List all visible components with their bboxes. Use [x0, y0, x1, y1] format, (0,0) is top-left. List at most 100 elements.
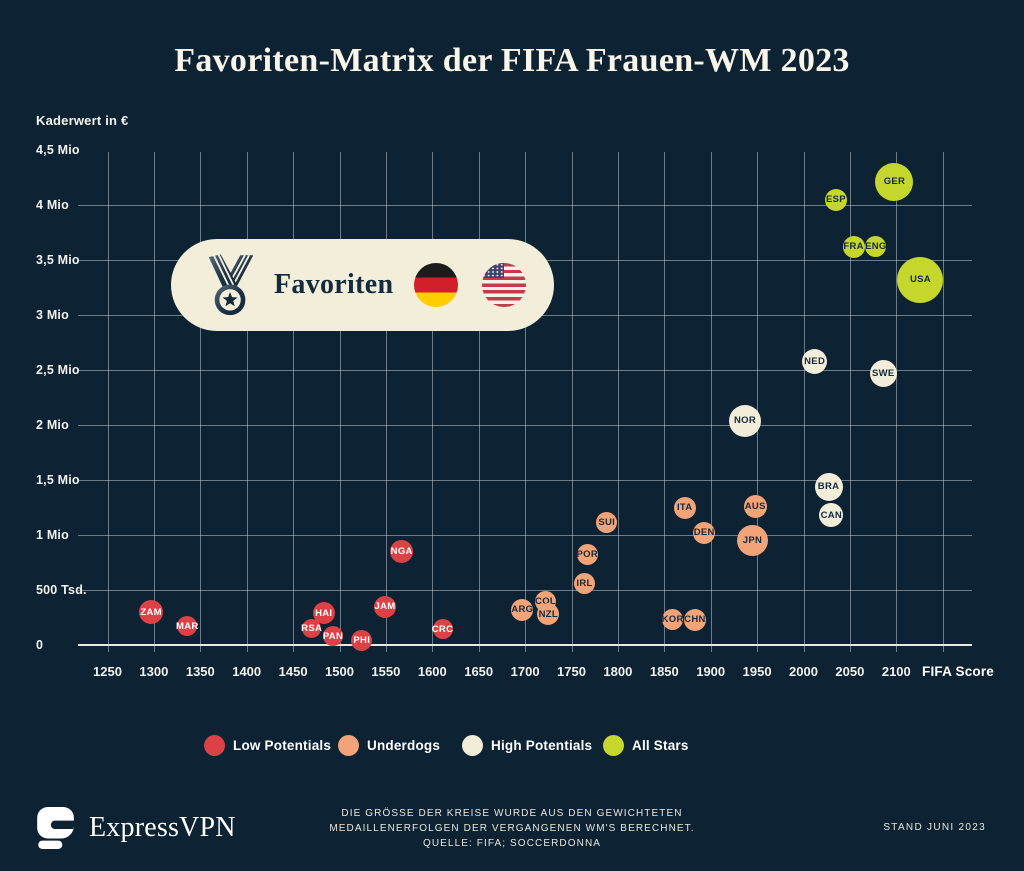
- bubble-rsa: RSA: [301, 619, 322, 638]
- bubble-hai: HAI: [312, 602, 335, 625]
- bubble-label: HAI: [315, 607, 333, 619]
- footer-note-line: QUELLE: FIFA; SOCCERDONNA: [422, 838, 602, 849]
- bubble-pan: PAN: [323, 626, 343, 647]
- x-tick-label: 1250: [93, 664, 122, 679]
- bubble-label: FRA: [843, 241, 864, 253]
- gridline-vertical: [107, 152, 109, 652]
- bubble-nga: NGA: [390, 540, 414, 563]
- legend-item-all-stars: All Stars: [603, 732, 689, 758]
- gridline-vertical: [571, 152, 573, 652]
- legend-label: Low Potentials: [233, 737, 332, 753]
- gridline-vertical: [803, 152, 805, 652]
- bubble-chn: CHN: [683, 608, 706, 631]
- y-tick-label: 3 Mio: [36, 308, 69, 322]
- germany-flag-icon: [414, 263, 458, 307]
- x-tick-label: 1400: [232, 664, 262, 679]
- bubble-eng: ENG: [865, 236, 887, 258]
- y-tick-label: 2 Mio: [36, 418, 69, 432]
- expressvpn-icon: [37, 807, 74, 849]
- page-title: Favoriten-Matrix der FIFA Frauen-WM 2023: [174, 42, 850, 79]
- legend-item-underdogs: Underdogs: [338, 732, 440, 758]
- gridline-vertical: [200, 152, 202, 652]
- x-axis-title: FIFA Score: [922, 664, 995, 679]
- bubble-label: CHN: [684, 614, 706, 626]
- bubble-swe: SWE: [869, 359, 897, 387]
- x-tick-label: 1800: [603, 664, 633, 679]
- gridline-vertical: [293, 152, 295, 652]
- medal-icon: [208, 253, 254, 316]
- gridline-vertical: [896, 152, 898, 652]
- bubble-irl: IRL: [573, 572, 595, 594]
- favoriten-label: Favoriten: [274, 269, 394, 300]
- gridline-horizontal: [78, 425, 972, 426]
- footer-note-line: DIE GRÖSSE DER KREISE WURDE AUS DEN GEWI…: [341, 808, 683, 819]
- x-tick-label: 1900: [696, 664, 726, 679]
- gridline-vertical: [339, 152, 341, 652]
- bubble-jpn: JPN: [736, 525, 768, 556]
- footer-note-line: MEDAILLENERFOLGEN DER VERGANGENEN WM'S B…: [329, 823, 695, 834]
- x-tick-label: 1850: [649, 664, 679, 679]
- x-tick-label: 2050: [835, 664, 865, 679]
- bubble-label: COL: [535, 595, 556, 607]
- bubble-label: NED: [804, 355, 826, 367]
- bubble-label: SUI: [598, 517, 616, 529]
- bubble-nzl: NZL: [537, 603, 560, 626]
- gridline-vertical: [664, 152, 666, 652]
- legend-dot: [338, 734, 359, 756]
- bubble-label: IRL: [576, 577, 593, 589]
- x-tick-label: 1500: [325, 664, 354, 679]
- bubble-label: PHI: [353, 635, 371, 647]
- gridline-vertical: [757, 152, 759, 652]
- gridline-horizontal: [78, 535, 972, 536]
- legend-dot: [462, 734, 483, 756]
- bubble-fra: FRA: [842, 235, 865, 258]
- legend-label: Underdogs: [367, 737, 441, 753]
- x-tick-label: 1550: [371, 664, 401, 679]
- y-tick-label: 4,5 Mio: [36, 143, 80, 157]
- bubble-can: CAN: [819, 503, 844, 528]
- gridline-vertical: [385, 152, 387, 652]
- brand-logo: ExpressVPN: [34, 806, 236, 850]
- gridline-vertical: [153, 152, 155, 652]
- brand-name: ExpressVPN: [89, 812, 236, 843]
- x-tick-label: 1950: [742, 664, 772, 679]
- x-tick-label: 1300: [139, 664, 169, 679]
- usa-flag-canton: [482, 263, 504, 278]
- bubble-label: BRA: [817, 481, 840, 493]
- bubble-label: JPN: [742, 535, 763, 546]
- bubble-label: DEN: [693, 527, 715, 539]
- x-tick-label: 1600: [417, 664, 447, 679]
- favoriten-callout: Favoriten: [171, 239, 554, 331]
- x-tick-label: 2000: [789, 664, 818, 679]
- x-tick-label: 1750: [557, 664, 586, 679]
- gridline-vertical: [942, 152, 944, 652]
- bubble-label: NZL: [538, 608, 558, 620]
- favoriten-flags: [414, 263, 526, 307]
- y-axis-title: Kaderwert in €: [36, 113, 129, 128]
- bubble-label: GER: [883, 176, 906, 188]
- bubble-phi: PHI: [351, 630, 373, 652]
- bubble-label: SWE: [872, 367, 895, 379]
- bubble-label: CAN: [820, 509, 843, 521]
- bubble-ger: GER: [875, 162, 914, 201]
- bubble-jam: JAM: [373, 595, 396, 618]
- gridline-vertical: [617, 152, 619, 652]
- bubble-zam: ZAM: [139, 600, 164, 624]
- bubble-nor: NOR: [729, 404, 762, 437]
- gridline-horizontal: [78, 370, 972, 371]
- legend-label: All Stars: [632, 737, 689, 753]
- x-tick-label: 1650: [464, 664, 494, 679]
- bubble-label: ITA: [676, 502, 693, 513]
- bubble-ita: ITA: [673, 496, 696, 519]
- bubble-aus: AUS: [743, 494, 767, 518]
- y-tick-label: 2,5 Mio: [36, 363, 80, 377]
- legend-dot: [603, 734, 624, 756]
- bubble-mar: MAR: [176, 616, 198, 637]
- y-tick-label: 0: [36, 638, 44, 652]
- gridline-vertical: [710, 152, 712, 652]
- bubble-ned: NED: [802, 348, 828, 374]
- bubble-usa: USA: [897, 256, 944, 303]
- gridline-horizontal: [78, 205, 972, 206]
- bubble-label: NOR: [734, 415, 757, 427]
